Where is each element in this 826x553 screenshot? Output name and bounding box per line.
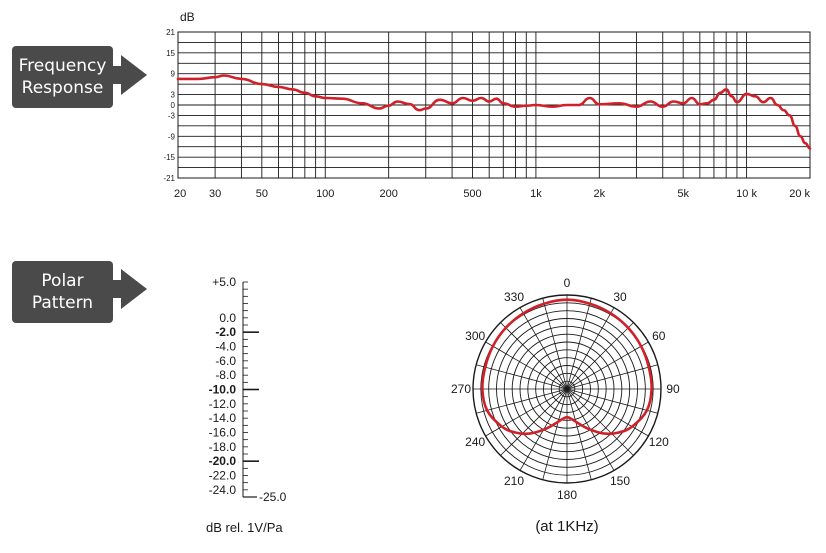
scale-label: -22.0 — [209, 469, 237, 483]
scale-label: -2.0 — [215, 325, 236, 339]
scale-label: -6.0 — [215, 354, 236, 368]
polar-spoke — [500, 388, 568, 456]
angle-label: 210 — [504, 474, 524, 488]
x-tick-label: 30 — [209, 188, 221, 200]
angle-label: 270 — [451, 382, 471, 396]
x-tick-label: 50 — [256, 188, 268, 200]
x-tick-label: 200 — [379, 188, 397, 200]
sensitivity-scale: +5.00.0-2.0-4.0-6.0-8.0-10.0-12.0-14.0-1… — [206, 275, 287, 535]
scale-label: -12.0 — [209, 397, 237, 411]
polar-caption: (at 1KHz) — [535, 518, 598, 535]
polar-pattern-chart: 0 30 60 90 120 150 180 210 240 270 300 330 (at 1KHz… — [451, 276, 680, 535]
polar-spoke — [566, 298, 592, 390]
angle-label: 330 — [504, 290, 524, 304]
polar-spoke — [566, 388, 634, 456]
badge-line-2: Response — [21, 78, 104, 98]
frequency-y-ticks: 21 15 9 30-3 -9 -15 -21 — [163, 28, 175, 183]
angle-label: 150 — [610, 474, 630, 488]
angle-label: 90 — [666, 382, 680, 396]
scale-label: -16.0 — [209, 426, 237, 440]
y-tick-label: -21 — [163, 174, 175, 183]
polar-spoke — [485, 341, 568, 390]
frequency-grid — [177, 31, 811, 179]
polar-pattern-badge: Polar Pattern — [12, 261, 113, 323]
sensitivity-unit-label: dB rel. 1V/Pa — [206, 520, 283, 535]
polar-spoke — [566, 388, 592, 480]
x-tick-label: 20 — [174, 188, 186, 200]
scale-label: -10.0 — [209, 383, 237, 397]
scale-label: -20.0 — [209, 454, 237, 468]
arrow-right-icon — [109, 55, 147, 95]
angle-label: 240 — [465, 435, 485, 449]
scale-label: -24.0 — [209, 483, 237, 497]
polar-spoke — [566, 388, 649, 437]
x-tick-label: 5k — [677, 188, 689, 200]
scale-label: 0.0 — [219, 311, 236, 325]
y-tick-label: 0 — [171, 101, 176, 110]
scale-label: -18.0 — [209, 440, 237, 454]
scale-label: -8.0 — [215, 368, 236, 382]
angle-label: 60 — [652, 329, 666, 343]
frequency-response-curve — [176, 74, 812, 150]
y-tick-label: 15 — [166, 49, 175, 58]
polar-spoke — [476, 388, 568, 414]
polar-spoke — [566, 341, 649, 390]
sensitivity-ticks: +5.00.0-2.0-4.0-6.0-8.0-10.0-12.0-14.0-1… — [209, 275, 287, 504]
badge-line-1: Polar — [41, 271, 84, 291]
polar-spoke — [542, 388, 568, 480]
frequency-x-ticks: 20 30 50 100 200 500 1k 2k 5k 10 k 20 k — [174, 188, 810, 200]
y-tick-label: -9 — [168, 132, 176, 141]
x-tick-label: 2k — [594, 188, 606, 200]
polar-spoke — [500, 322, 568, 390]
scale-label: -14.0 — [209, 411, 237, 425]
frequency-response-badge: Frequency Response — [12, 46, 113, 108]
polar-spoke — [542, 298, 568, 390]
y-tick-label: -15 — [163, 153, 175, 162]
polar-pattern-curve — [481, 298, 653, 436]
x-tick-label: 20 k — [789, 188, 810, 200]
x-tick-label: 100 — [316, 188, 334, 200]
y-tick-label: -3 — [168, 111, 176, 120]
scale-label: -4.0 — [215, 340, 236, 354]
y-tick-label: 3 — [171, 91, 176, 100]
badge-line-1: Frequency — [18, 56, 107, 76]
polar-spoke — [566, 322, 634, 390]
scale-label: -25.0 — [259, 490, 287, 504]
polar-spoke — [485, 388, 568, 437]
x-tick-label: 1k — [530, 188, 542, 200]
polar-spoke — [566, 307, 615, 390]
polar-spoke — [476, 364, 568, 390]
polar-angle-labels: 0 30 60 90 120 150 180 210 240 270 300 330 — [451, 276, 680, 502]
angle-label: 300 — [465, 329, 485, 343]
angle-label: 0 — [564, 276, 571, 290]
scale-label: +5.0 — [212, 275, 236, 289]
x-tick-label: 500 — [463, 188, 481, 200]
angle-label: 180 — [557, 488, 577, 502]
polar-spoke — [519, 307, 568, 390]
arrow-right-icon — [109, 269, 147, 309]
frequency-y-axis-label: dB — [180, 10, 195, 24]
y-tick-label: 9 — [171, 70, 176, 79]
angle-label: 30 — [613, 290, 627, 304]
y-tick-label: 21 — [166, 28, 175, 37]
polar-grid — [472, 294, 662, 484]
angle-label: 120 — [649, 435, 669, 449]
polar-spoke — [566, 388, 658, 414]
x-tick-label: 10 k — [736, 188, 757, 200]
badge-line-2: Pattern — [31, 293, 94, 313]
polar-spoke — [566, 364, 658, 390]
